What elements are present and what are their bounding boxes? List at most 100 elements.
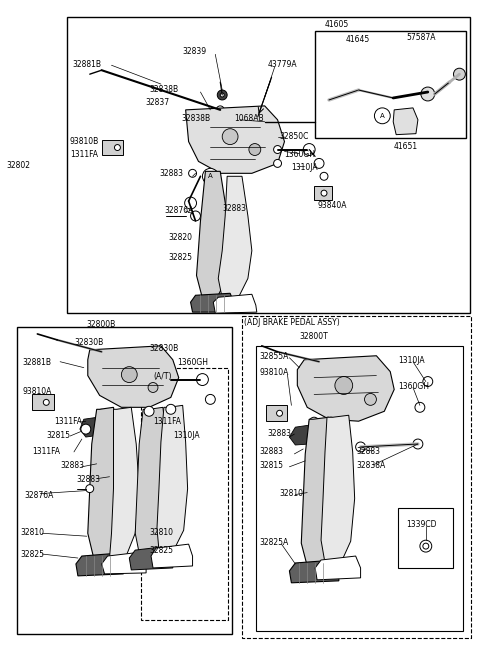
Text: 41645: 41645 (346, 35, 370, 45)
Bar (266, 405, 288, 421)
Circle shape (415, 402, 425, 412)
Polygon shape (315, 556, 360, 580)
Circle shape (217, 90, 227, 100)
Text: 57587A: 57587A (406, 33, 435, 41)
Polygon shape (109, 407, 139, 560)
Text: 32883: 32883 (268, 429, 292, 438)
Bar (242, 316, 471, 639)
Circle shape (364, 394, 376, 405)
Circle shape (321, 190, 327, 196)
Text: 43779A: 43779A (268, 60, 297, 69)
Text: 1310JA: 1310JA (291, 163, 318, 172)
Circle shape (413, 439, 423, 449)
Circle shape (189, 170, 196, 178)
Circle shape (309, 417, 319, 427)
Polygon shape (297, 356, 394, 421)
Bar (256, 346, 463, 631)
Text: 32850C: 32850C (279, 132, 309, 141)
Circle shape (222, 128, 238, 145)
Polygon shape (135, 407, 169, 556)
Circle shape (96, 409, 107, 419)
Text: 32876A: 32876A (24, 491, 54, 500)
Bar (398, 508, 453, 568)
Text: 32825A: 32825A (260, 538, 289, 547)
Bar (102, 140, 123, 155)
Circle shape (421, 87, 435, 101)
Polygon shape (157, 405, 188, 553)
Polygon shape (88, 346, 179, 407)
Text: 41605: 41605 (325, 20, 349, 29)
Text: 32881B: 32881B (23, 358, 51, 367)
Text: 41651: 41651 (393, 141, 417, 151)
Circle shape (81, 424, 91, 434)
Circle shape (454, 68, 466, 80)
Circle shape (276, 410, 283, 416)
Circle shape (196, 373, 208, 386)
Bar (315, 31, 467, 138)
Circle shape (423, 377, 433, 386)
Text: 1311FA: 1311FA (54, 417, 82, 426)
Bar (67, 16, 470, 313)
Bar (314, 186, 332, 200)
Text: 1310JA: 1310JA (398, 356, 425, 365)
Circle shape (420, 540, 432, 552)
Circle shape (144, 406, 154, 416)
Text: 32830B: 32830B (74, 338, 103, 347)
Text: 32825: 32825 (21, 550, 45, 559)
Text: 32883: 32883 (260, 447, 284, 456)
Bar (17, 327, 232, 635)
Circle shape (205, 394, 216, 404)
Bar (33, 394, 54, 410)
Text: 1310JA: 1310JA (173, 431, 199, 440)
Text: (A/T): (A/T) (153, 371, 171, 381)
Polygon shape (76, 553, 123, 576)
Text: 32825: 32825 (149, 546, 173, 555)
Text: 32883: 32883 (60, 461, 84, 470)
Bar (141, 367, 228, 620)
Text: 32876A: 32876A (165, 206, 194, 215)
Text: 32825: 32825 (169, 253, 193, 261)
Text: 32838A: 32838A (357, 461, 386, 470)
Text: 1339CD: 1339CD (406, 520, 436, 529)
Text: 1311FA: 1311FA (153, 417, 181, 426)
Text: 32810: 32810 (279, 489, 303, 498)
Text: 32883: 32883 (76, 475, 100, 484)
Circle shape (249, 143, 261, 155)
Circle shape (257, 117, 267, 126)
Circle shape (320, 172, 328, 180)
Text: 32800B: 32800B (87, 320, 116, 329)
Polygon shape (80, 417, 104, 437)
Text: 32838B: 32838B (149, 85, 178, 94)
Text: 32838B: 32838B (181, 114, 210, 123)
Polygon shape (88, 407, 123, 560)
Circle shape (191, 211, 201, 221)
Text: 1068AB: 1068AB (234, 114, 264, 123)
Text: 32800T: 32800T (300, 332, 328, 341)
Circle shape (114, 145, 120, 151)
Text: 32802: 32802 (7, 161, 31, 170)
Polygon shape (213, 294, 257, 313)
Polygon shape (289, 425, 314, 445)
Text: 32815: 32815 (46, 431, 70, 440)
Polygon shape (151, 544, 192, 568)
Polygon shape (196, 172, 232, 298)
Circle shape (274, 159, 281, 168)
Polygon shape (191, 293, 236, 312)
Circle shape (166, 404, 176, 414)
Text: 1311FA: 1311FA (70, 149, 98, 159)
Text: 32837: 32837 (145, 98, 169, 107)
Text: 1360GH: 1360GH (177, 358, 208, 367)
Circle shape (203, 168, 218, 184)
Polygon shape (129, 546, 173, 570)
Circle shape (43, 400, 49, 405)
Circle shape (303, 143, 315, 155)
Polygon shape (218, 176, 252, 300)
Text: 1360GH: 1360GH (398, 382, 429, 390)
Text: 32883: 32883 (357, 447, 381, 456)
Text: 32881B: 32881B (72, 60, 101, 69)
Circle shape (114, 409, 124, 419)
Text: A: A (208, 174, 213, 179)
Polygon shape (289, 560, 339, 583)
Circle shape (374, 108, 390, 124)
Text: (ADJ BRAKE PEDAL ASSY): (ADJ BRAKE PEDAL ASSY) (244, 318, 340, 327)
